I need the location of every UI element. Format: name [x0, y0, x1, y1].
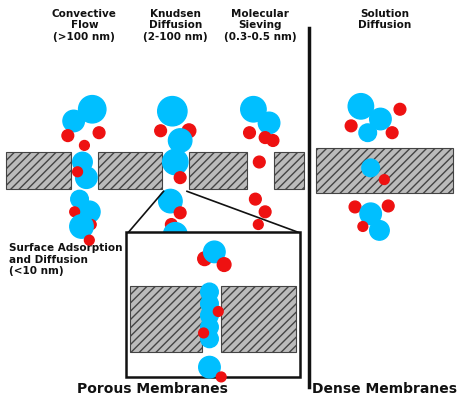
- Circle shape: [359, 124, 376, 142]
- Circle shape: [158, 97, 187, 126]
- Text: Surface Adsorption
and Diffusion
(<10 nm): Surface Adsorption and Diffusion (<10 nm…: [9, 243, 123, 276]
- Circle shape: [201, 330, 218, 348]
- Circle shape: [73, 167, 82, 177]
- Circle shape: [80, 141, 89, 150]
- Circle shape: [70, 207, 80, 217]
- Circle shape: [254, 156, 265, 168]
- Circle shape: [86, 220, 96, 229]
- Circle shape: [168, 129, 192, 152]
- Bar: [221, 286, 296, 353]
- Circle shape: [159, 189, 182, 213]
- Text: Solution
Diffusion: Solution Diffusion: [358, 9, 411, 30]
- Circle shape: [70, 215, 93, 238]
- Circle shape: [345, 120, 357, 132]
- Text: Porous Membranes: Porous Membranes: [77, 382, 228, 396]
- Circle shape: [386, 127, 398, 139]
- Circle shape: [362, 159, 380, 177]
- Text: Dense Membranes: Dense Membranes: [312, 382, 457, 396]
- Circle shape: [199, 328, 209, 338]
- Circle shape: [370, 108, 391, 130]
- Circle shape: [254, 220, 263, 229]
- Circle shape: [84, 235, 94, 245]
- Circle shape: [217, 258, 231, 272]
- Bar: [127, 232, 301, 377]
- Circle shape: [174, 172, 186, 184]
- Circle shape: [244, 127, 255, 139]
- Circle shape: [204, 241, 225, 263]
- Circle shape: [198, 252, 211, 265]
- Text: Convective
Flow
(>100 nm): Convective Flow (>100 nm): [52, 9, 117, 42]
- Circle shape: [62, 130, 73, 142]
- Circle shape: [348, 94, 374, 119]
- Circle shape: [163, 149, 188, 175]
- Circle shape: [73, 152, 92, 172]
- Circle shape: [249, 193, 261, 205]
- Circle shape: [267, 135, 279, 146]
- Circle shape: [79, 96, 106, 123]
- Circle shape: [213, 307, 223, 316]
- Circle shape: [76, 167, 97, 189]
- Text: Knudsen
Diffusion
(2-100 nm): Knudsen Diffusion (2-100 nm): [143, 9, 208, 42]
- Circle shape: [383, 200, 394, 212]
- Circle shape: [349, 201, 361, 213]
- Bar: [189, 152, 246, 189]
- Circle shape: [199, 356, 220, 378]
- Bar: [6, 152, 71, 189]
- Circle shape: [174, 207, 186, 219]
- Circle shape: [201, 307, 218, 324]
- Circle shape: [241, 97, 266, 122]
- Circle shape: [182, 124, 196, 137]
- Circle shape: [165, 219, 177, 230]
- Circle shape: [394, 103, 406, 115]
- Text: Molecular
Sieving
(0.3-0.5 nm): Molecular Sieving (0.3-0.5 nm): [224, 9, 297, 42]
- Bar: [316, 148, 453, 193]
- Circle shape: [201, 283, 218, 301]
- Circle shape: [201, 318, 218, 336]
- Circle shape: [360, 203, 382, 225]
- Circle shape: [216, 372, 226, 382]
- Circle shape: [155, 125, 166, 137]
- Circle shape: [79, 201, 100, 222]
- Circle shape: [71, 190, 88, 208]
- Bar: [130, 286, 201, 353]
- Circle shape: [380, 175, 389, 184]
- Bar: [274, 152, 304, 189]
- Circle shape: [63, 110, 84, 132]
- Circle shape: [259, 132, 271, 144]
- Circle shape: [258, 112, 280, 134]
- Circle shape: [370, 220, 389, 240]
- Circle shape: [201, 295, 218, 312]
- Circle shape: [259, 206, 271, 218]
- Circle shape: [358, 222, 368, 231]
- Circle shape: [93, 127, 105, 139]
- Bar: [98, 152, 162, 189]
- Circle shape: [164, 222, 187, 246]
